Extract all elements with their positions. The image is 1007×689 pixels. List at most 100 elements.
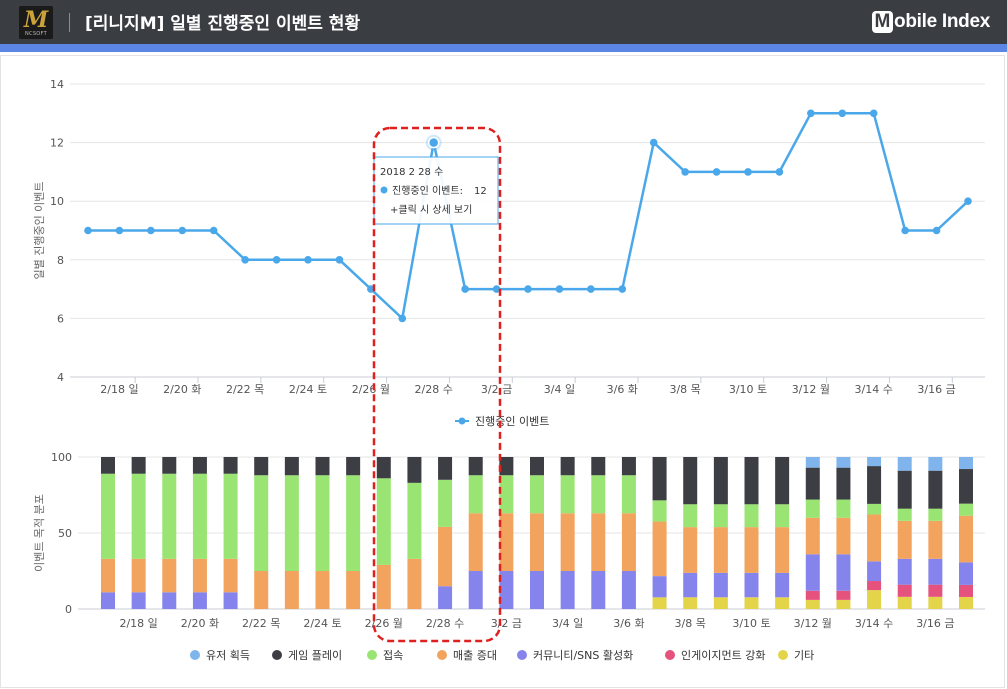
bar-segment[interactable] <box>775 527 790 573</box>
line-point[interactable] <box>492 285 501 293</box>
bar-segment[interactable] <box>315 571 330 609</box>
legend-swatch[interactable] <box>437 650 447 660</box>
bar-segment[interactable] <box>223 592 238 609</box>
bar-segment[interactable] <box>897 558 912 585</box>
bar-segment[interactable] <box>560 457 575 476</box>
line-chart-series[interactable] <box>84 109 972 323</box>
bar-segment[interactable] <box>683 457 698 505</box>
legend-line-label[interactable]: 진행중인 이벤트 <box>475 415 549 428</box>
bar-segment[interactable] <box>223 558 238 593</box>
bar-segment[interactable] <box>928 584 943 597</box>
bar-segment[interactable] <box>284 475 299 571</box>
bar-segment[interactable] <box>713 572 728 598</box>
bar-segment[interactable] <box>959 457 973 470</box>
bar-segment[interactable] <box>928 508 943 521</box>
line-point[interactable] <box>869 109 878 118</box>
bar-segment[interactable] <box>530 457 544 476</box>
bar-segment[interactable] <box>775 572 790 598</box>
bar-segment[interactable] <box>468 571 483 609</box>
bar-segment[interactable] <box>499 571 514 609</box>
bar-segment[interactable] <box>499 457 514 476</box>
bar-segment[interactable] <box>867 514 882 562</box>
bar-segment[interactable] <box>959 503 973 516</box>
bar-segment[interactable] <box>652 457 667 501</box>
bar-segment[interactable] <box>530 513 544 571</box>
bar-segment[interactable] <box>499 475 514 514</box>
line-point[interactable] <box>964 197 972 205</box>
bar-segment[interactable] <box>376 564 391 609</box>
bar-segment[interactable] <box>897 596 912 609</box>
bar-segment[interactable] <box>468 457 483 476</box>
legend-swatch[interactable] <box>517 650 527 660</box>
bar-segment[interactable] <box>744 597 759 609</box>
bar-segment[interactable] <box>836 499 851 518</box>
line-point[interactable] <box>304 255 312 264</box>
bar-segment[interactable] <box>192 558 207 593</box>
line-point[interactable] <box>649 138 658 147</box>
line-point[interactable] <box>524 285 532 293</box>
bar-segment[interactable] <box>928 596 943 609</box>
bar-segment[interactable] <box>223 473 238 559</box>
bar-segment[interactable] <box>836 554 851 591</box>
bar-segment[interactable] <box>162 457 177 474</box>
bar-segment[interactable] <box>683 504 698 528</box>
bar-segment[interactable] <box>928 558 943 585</box>
bar-segment[interactable] <box>346 571 361 609</box>
line-point[interactable] <box>807 109 815 118</box>
bar-segment[interactable] <box>254 457 269 476</box>
line-point[interactable] <box>178 226 187 235</box>
bar-segment[interactable] <box>192 457 207 474</box>
legend-label[interactable]: 커뮤니티/SNS 활성화 <box>533 648 633 662</box>
bar-segment[interactable] <box>254 475 269 571</box>
legend-swatch[interactable] <box>190 650 200 660</box>
bar-segment[interactable] <box>438 457 453 480</box>
line-point[interactable] <box>681 168 689 176</box>
line-point[interactable] <box>84 226 92 235</box>
bar-segment[interactable] <box>499 513 514 571</box>
legend-swatch[interactable] <box>778 650 788 660</box>
bar-segment[interactable] <box>560 475 575 514</box>
bar-segment[interactable] <box>805 590 820 600</box>
bar-segment[interactable] <box>101 457 115 474</box>
legend-label[interactable]: 매출 증대 <box>453 649 497 662</box>
bar-segment[interactable] <box>652 597 667 609</box>
bar-segment[interactable] <box>959 515 973 563</box>
bar-segment[interactable] <box>897 520 912 559</box>
bar-segment[interactable] <box>744 457 759 505</box>
bar-segment[interactable] <box>867 466 882 504</box>
bar-segment[interactable] <box>407 457 422 483</box>
bar-segment[interactable] <box>959 584 973 597</box>
legend-swatch[interactable] <box>272 650 282 660</box>
bar-segment[interactable] <box>284 571 299 609</box>
bar-segment[interactable] <box>591 571 606 609</box>
bar-segment[interactable] <box>131 473 146 559</box>
line-point[interactable] <box>901 226 909 235</box>
bar-segment[interactable] <box>591 475 606 514</box>
bar-segment[interactable] <box>683 527 698 573</box>
bar-segment[interactable] <box>836 457 851 468</box>
bar-segment[interactable] <box>897 584 912 597</box>
legend-label[interactable]: 인게이지먼트 강화 <box>681 649 765 662</box>
bar-segment[interactable] <box>713 527 728 573</box>
line-point[interactable] <box>587 285 595 293</box>
bar-segment[interactable] <box>652 521 667 577</box>
bar-chart-legend[interactable]: 유저 획득 게임 플레이 접속 매출 증대 커뮤니티/SNS 활성화 인게이지먼트 강화 기… <box>190 648 814 662</box>
legend-label[interactable]: 기타 <box>794 649 814 662</box>
bar-segment[interactable] <box>162 558 177 593</box>
line-point[interactable] <box>555 285 564 293</box>
bar-segment[interactable] <box>897 508 912 521</box>
bar-segment[interactable] <box>775 457 790 505</box>
bar-segment[interactable] <box>713 597 728 609</box>
bar-segment[interactable] <box>284 457 299 476</box>
line-point[interactable] <box>775 168 784 176</box>
line-point[interactable] <box>398 314 407 323</box>
bar-segment[interactable] <box>775 504 790 528</box>
bar-segment[interactable] <box>805 554 820 591</box>
bar-segment[interactable] <box>744 504 759 528</box>
bar-segment[interactable] <box>713 504 728 528</box>
line-point[interactable] <box>272 255 281 264</box>
bar-segment[interactable] <box>591 513 606 571</box>
bar-segment[interactable] <box>836 467 851 500</box>
bar-segment[interactable] <box>805 517 820 555</box>
bar-segment[interactable] <box>162 473 177 559</box>
